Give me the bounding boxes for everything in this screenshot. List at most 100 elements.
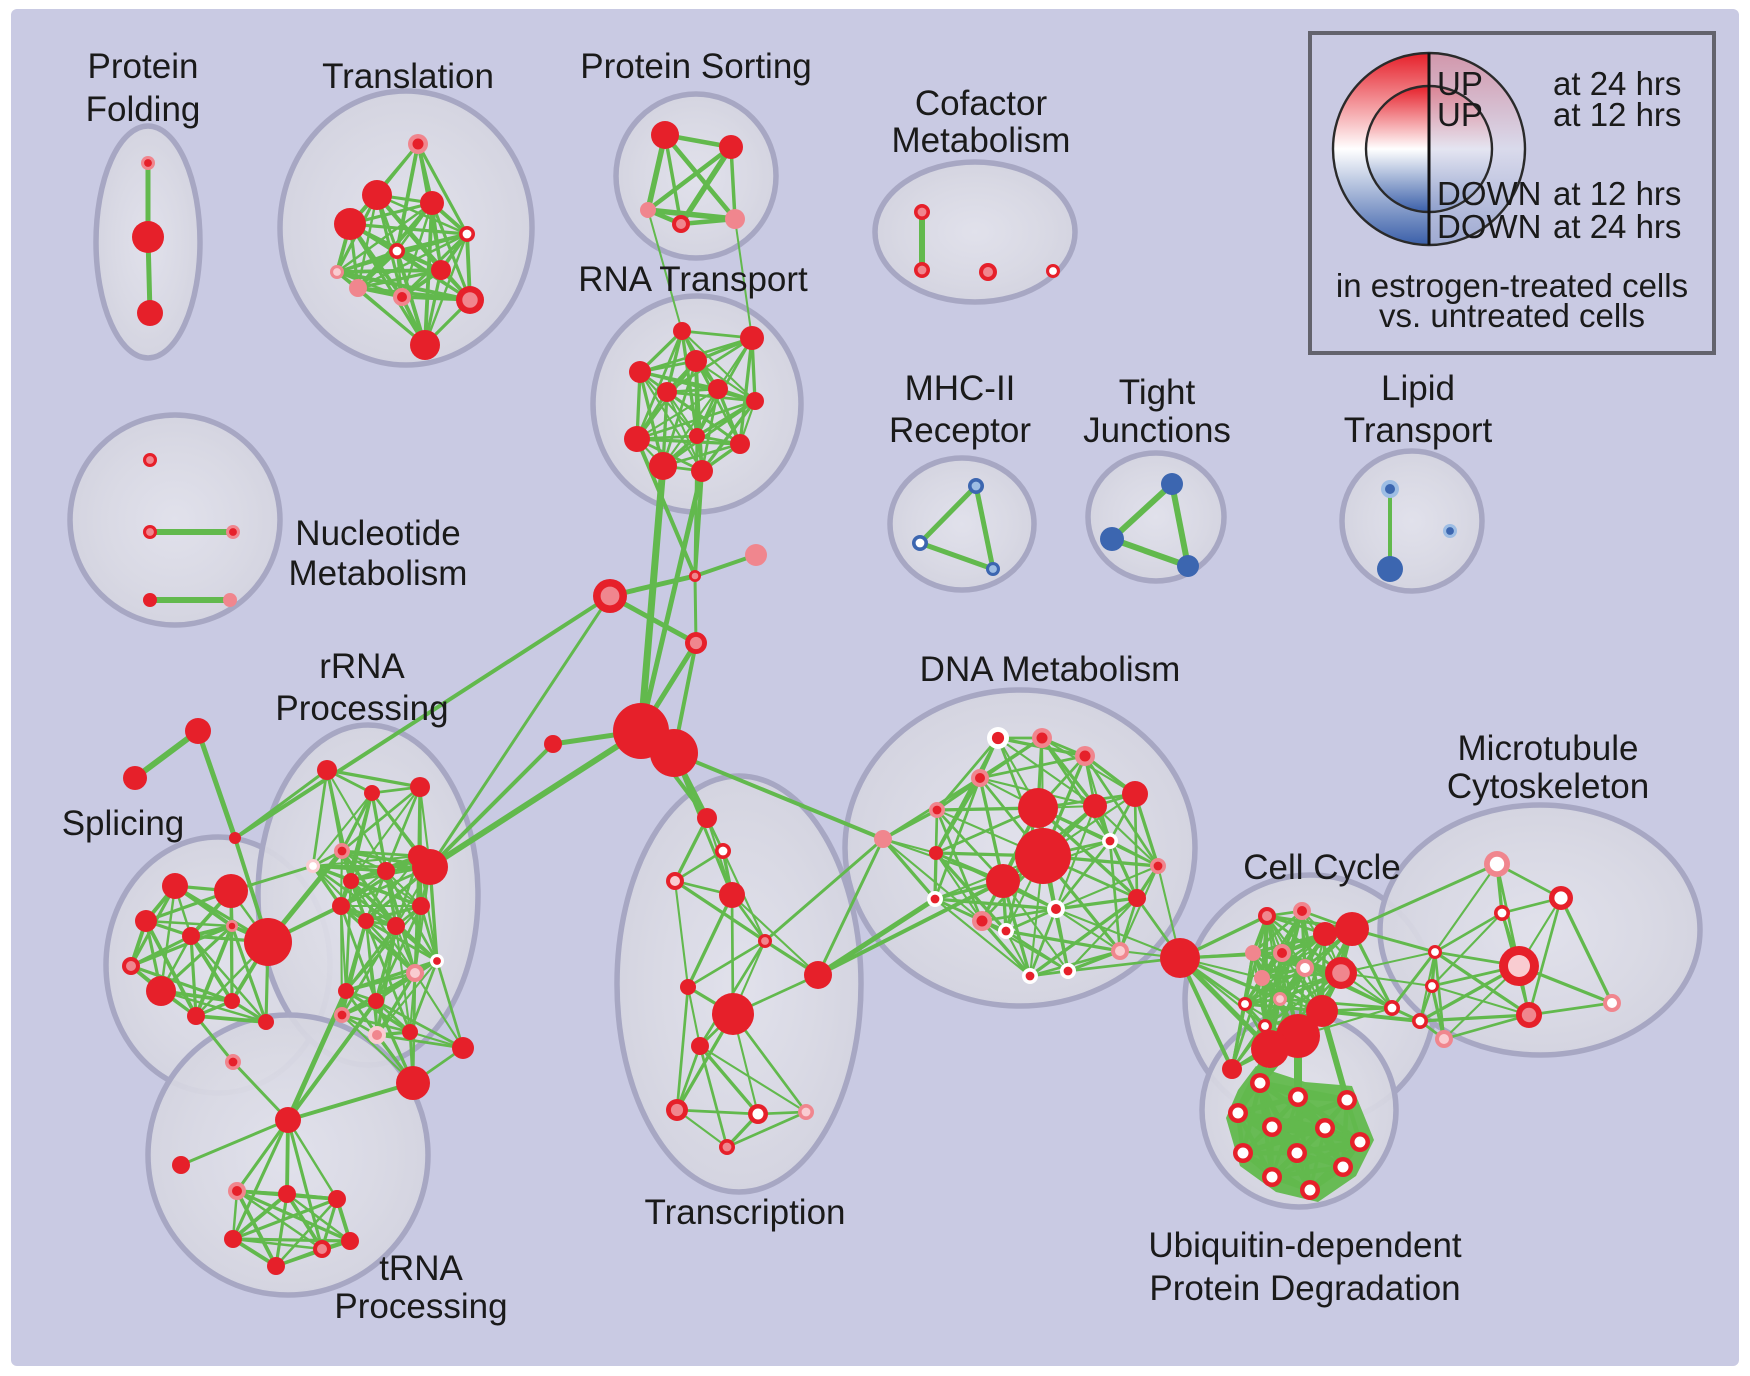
cluster-lipid-transport-ellipse xyxy=(1339,448,1485,594)
edge-tl6-tl12 xyxy=(335,249,399,274)
cluster-ubiquitin-degradation-label: Protein Degradation xyxy=(1149,1269,1460,1308)
edge-dm18-dm20 xyxy=(1066,949,1122,973)
cluster-tight-junctions-ellipse xyxy=(1085,450,1227,584)
cluster-nucleotide-metabolism-label: Nucleotide xyxy=(295,514,460,553)
edge-st1-st4 xyxy=(693,574,698,645)
edge-dm11-dm12 xyxy=(1108,839,1160,868)
cluster-rrna-processing-label: rRNA xyxy=(319,647,405,686)
node-rt2 xyxy=(740,326,764,350)
node-dm20 xyxy=(1060,963,1076,979)
cluster-nucleotide-metabolism-ellipse xyxy=(67,412,283,628)
cluster-protein-sorting-label: Protein Sorting xyxy=(580,47,812,86)
node-cc10 xyxy=(1273,992,1287,1006)
edge-mt4-mt8 xyxy=(1433,950,1446,1041)
node-cchub2 xyxy=(1251,1030,1289,1068)
edge-tx8-tx10 xyxy=(698,1044,760,1116)
node-st1 xyxy=(689,570,701,582)
cluster-cofactor-metabolism-ellipse xyxy=(872,159,1078,305)
edge-cn1-dm14 xyxy=(881,837,984,923)
cluster-cell-cycle-label: Cell Cycle xyxy=(1243,848,1401,887)
node-sphub xyxy=(244,918,292,966)
node-lt2 xyxy=(1377,556,1403,582)
node-cc9 xyxy=(1254,970,1270,986)
cluster-rrna-processing-label: Processing xyxy=(275,689,448,728)
edge-rr3-rr4 xyxy=(340,785,422,853)
edge-ps2-ps3 xyxy=(645,144,734,213)
node-dm10 xyxy=(1122,781,1148,807)
edge-rt7-rt11 xyxy=(661,399,757,468)
edge-tri1-tri3 xyxy=(195,728,238,841)
node-mt10 xyxy=(1603,994,1621,1012)
node-rr12 xyxy=(412,897,430,915)
edge-rr12-rr15 xyxy=(344,904,423,993)
edge-rr1-rr5 xyxy=(311,768,329,868)
edge-rt7-rt8 xyxy=(635,399,757,441)
node-rrx3 xyxy=(452,1037,474,1059)
node-tj2 xyxy=(1100,527,1124,551)
node-dm5 xyxy=(929,802,945,818)
node-trhub xyxy=(275,1107,301,1133)
node-ub11 xyxy=(1262,1167,1282,1187)
node-dm13 xyxy=(927,891,943,907)
node-rt1 xyxy=(673,322,691,340)
edge-cn1-dm13 xyxy=(881,837,937,901)
node-ub8 xyxy=(1233,1143,1253,1163)
edge-rr2-rr4 xyxy=(340,791,374,853)
node-dm18 xyxy=(1111,942,1129,960)
node-rr10 xyxy=(358,913,374,929)
node-rr13 xyxy=(430,954,444,968)
edge-ub6-ub8 xyxy=(1240,1125,1328,1156)
node-mh3 xyxy=(986,562,1000,576)
node-tl10 xyxy=(456,286,484,314)
node-sp3 xyxy=(135,910,157,932)
legend: UP at 24 hrs UP at 12 hrs DOWN at 12 hrs DOWN a… xyxy=(1308,31,1716,355)
node-tx7 xyxy=(804,961,832,989)
node-sp5 xyxy=(122,957,140,975)
edge-cc15-mt4 xyxy=(1390,950,1437,1010)
edge-tj1-tj2 xyxy=(1109,481,1175,542)
edge-rt12-st1 xyxy=(693,469,704,578)
node-ub5 xyxy=(1262,1117,1282,1137)
node-cc3 xyxy=(1245,945,1261,961)
node-rr4 xyxy=(334,843,350,859)
edge-cc5-cc15 xyxy=(1323,932,1394,1010)
node-mt4 xyxy=(1428,945,1442,959)
node-nm5 xyxy=(223,593,237,607)
node-mh2 xyxy=(912,535,928,551)
node-cc13 xyxy=(1306,995,1338,1027)
node-mt8 xyxy=(1435,1030,1453,1048)
node-dm2 xyxy=(1032,728,1052,748)
edge-cc5-cc9 xyxy=(1260,932,1327,980)
node-mt3 xyxy=(1494,905,1510,921)
cluster-nucleotide-metabolism-label: Metabolism xyxy=(289,554,468,593)
node-rt7 xyxy=(746,392,764,410)
edge-rt3-rt9 xyxy=(638,370,699,438)
legend-direction-label: DOWN xyxy=(1437,175,1541,212)
node-sp8 xyxy=(187,1007,205,1025)
legend-time-label: at 24 hrs xyxy=(1553,65,1681,102)
cluster-lipid-transport-label: Lipid xyxy=(1381,369,1455,408)
node-rr16 xyxy=(368,993,384,1009)
node-cc7 xyxy=(1296,959,1314,977)
node-ub10 xyxy=(1333,1157,1353,1177)
node-st4 xyxy=(685,632,707,654)
node-dm9 xyxy=(1083,794,1107,818)
node-tx5 xyxy=(758,934,772,948)
node-ub12 xyxy=(1300,1180,1320,1200)
node-sp1 xyxy=(162,873,188,899)
edge-rr16-rrx3 xyxy=(374,999,465,1050)
edge-tx7-cn1 xyxy=(816,837,885,977)
cluster-microtubule-cytoskeleton-label: Cytoskeleton xyxy=(1447,767,1649,806)
edge-rr10-rrx2 xyxy=(364,919,379,1037)
edge-rr12-rr13 xyxy=(419,904,439,963)
cluster-mhc-ii-receptor-ellipse xyxy=(887,455,1037,593)
edge-mt7-mt9 xyxy=(1418,1013,1531,1023)
edge-dm15-dmbr xyxy=(1054,907,1182,960)
node-tx1 xyxy=(697,808,717,828)
edge-rt2-rt10 xyxy=(738,336,754,446)
node-dm3 xyxy=(1075,746,1095,766)
node-cc11 xyxy=(1238,997,1252,1011)
legend-time-label: at 12 hrs xyxy=(1553,96,1681,133)
edge-mt1-mt4 xyxy=(1433,862,1499,954)
node-trh6 xyxy=(267,1257,285,1275)
